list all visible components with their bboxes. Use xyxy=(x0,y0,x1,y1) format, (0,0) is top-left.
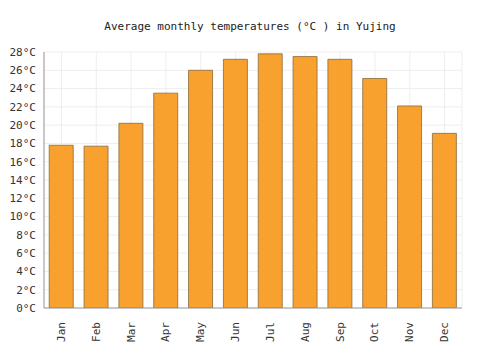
svg-text:Dec: Dec xyxy=(438,322,451,342)
svg-text:6°C: 6°C xyxy=(16,247,36,260)
svg-text:24°C: 24°C xyxy=(10,82,37,95)
svg-text:Mar: Mar xyxy=(125,322,138,342)
svg-text:10°C: 10°C xyxy=(10,210,37,223)
svg-text:20°C: 20°C xyxy=(10,119,37,132)
svg-text:4°C: 4°C xyxy=(16,265,36,278)
svg-text:22°C: 22°C xyxy=(10,101,37,114)
svg-text:Jun: Jun xyxy=(229,322,242,342)
svg-text:18°C: 18°C xyxy=(10,137,37,150)
svg-text:May: May xyxy=(194,322,207,342)
svg-text:28°C: 28°C xyxy=(10,46,37,59)
svg-text:Nov: Nov xyxy=(403,322,416,342)
svg-text:0°C: 0°C xyxy=(16,302,36,315)
svg-text:Aug: Aug xyxy=(299,322,312,342)
svg-text:Feb: Feb xyxy=(90,322,103,342)
svg-text:Jan: Jan xyxy=(55,322,68,342)
svg-text:2°C: 2°C xyxy=(16,284,36,297)
svg-text:26°C: 26°C xyxy=(10,64,37,77)
svg-text:14°C: 14°C xyxy=(10,174,37,187)
svg-text:16°C: 16°C xyxy=(10,156,37,169)
svg-text:Jul: Jul xyxy=(264,322,277,342)
html-text:Average monthly temperatures (: Average monthly temperatures (°C ) in Yu… xyxy=(104,20,396,33)
svg-text:12°C: 12°C xyxy=(10,192,37,205)
svg-text:Apr: Apr xyxy=(159,322,172,342)
svg-text:8°C: 8°C xyxy=(16,229,36,242)
svg-text:Sep: Sep xyxy=(334,322,347,342)
svg-text:Oct: Oct xyxy=(368,322,381,342)
